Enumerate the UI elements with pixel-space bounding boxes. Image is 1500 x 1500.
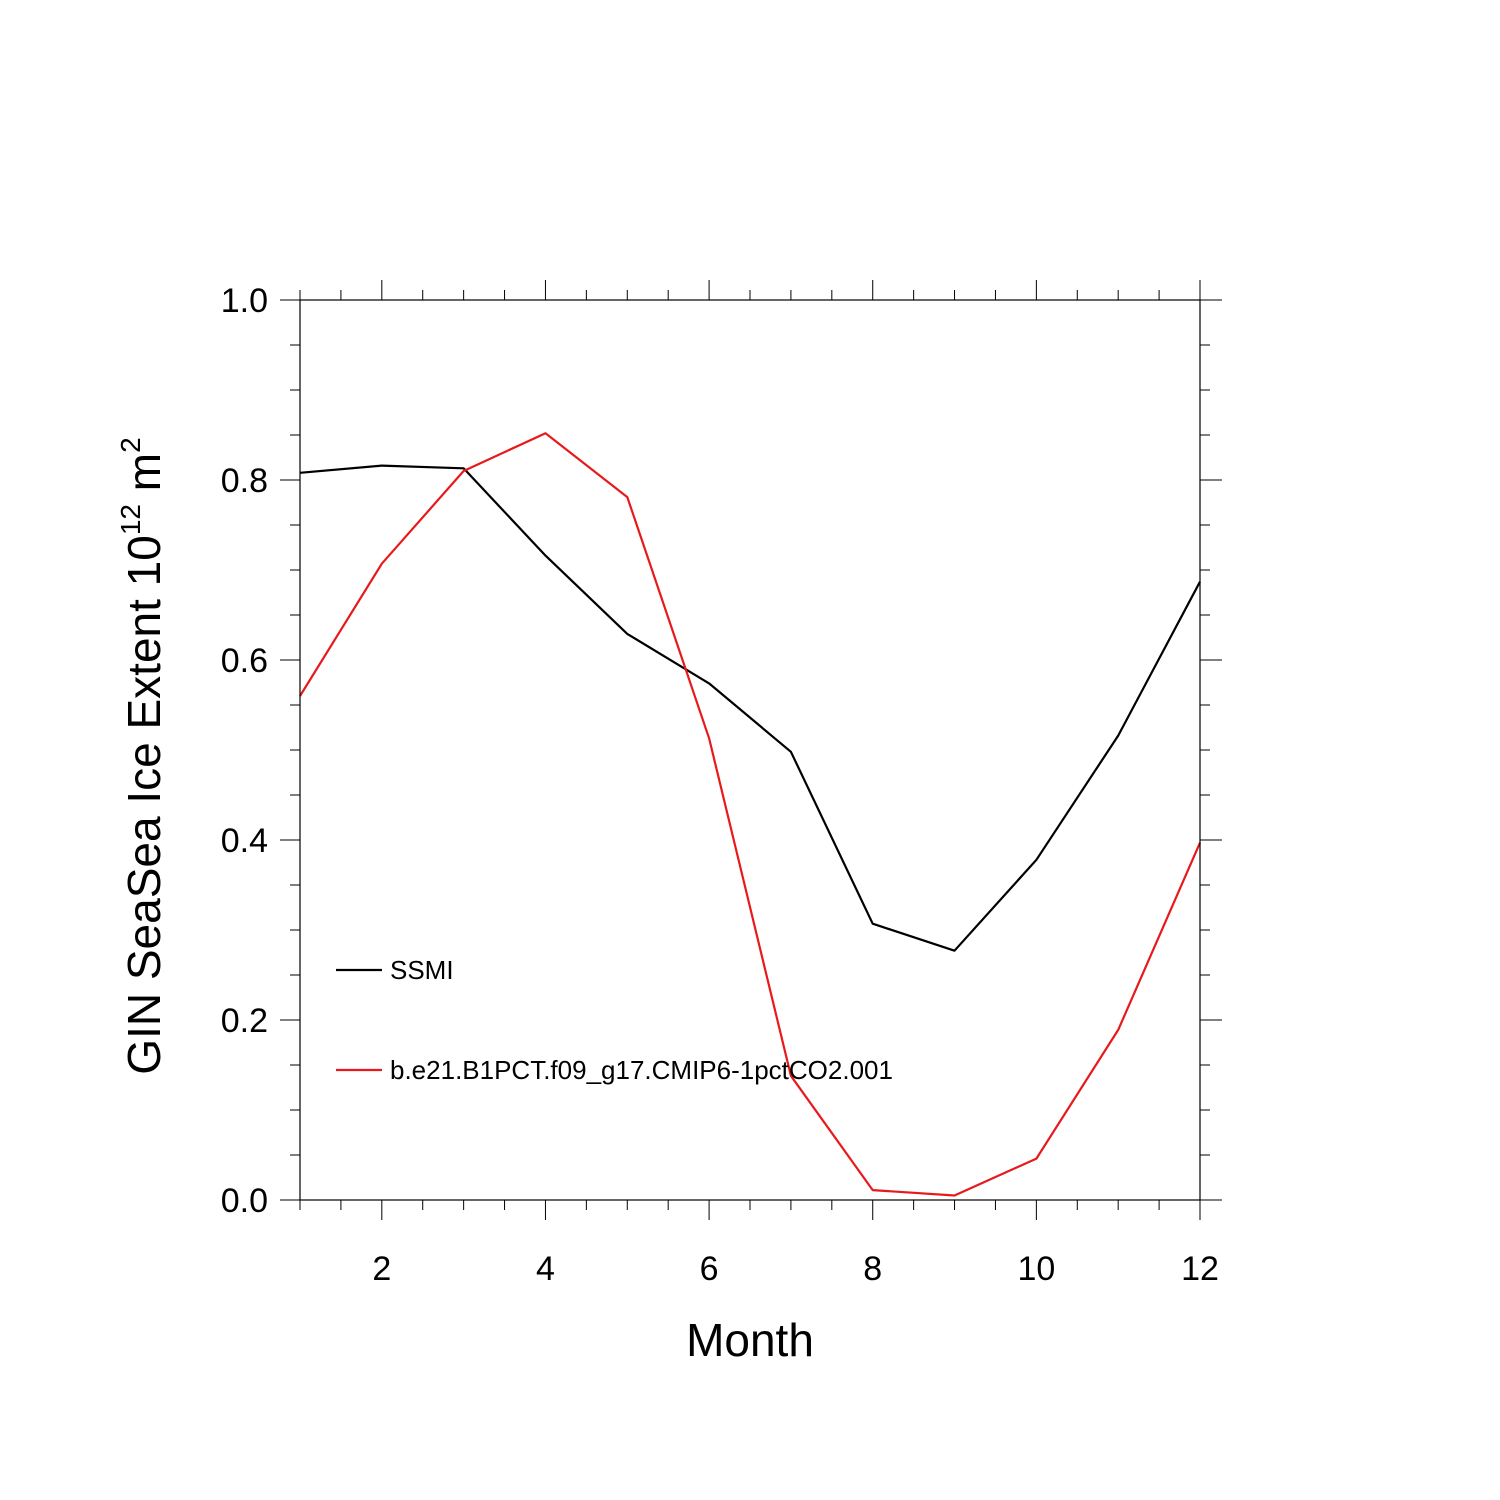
y-axis-title-unit-exponent: 2 <box>115 437 146 453</box>
y-axis-title-exponent: 12 <box>115 504 146 535</box>
series-lines <box>299 432 1202 1197</box>
y-axis-title: GIN SeaSea Ice Extent 1012 m2 <box>115 437 170 1074</box>
y-tick-label: 0.0 <box>221 1182 268 1220</box>
y-tick-label: 0.8 <box>221 462 268 500</box>
series-line-ssmi <box>299 464 1201 952</box>
x-tick-label: 10 <box>1017 1250 1055 1288</box>
y-tick-label: 0.6 <box>221 642 268 680</box>
y-tick-label: 1.0 <box>221 282 268 320</box>
legend-label: b.e21.B1PCT.f09_g17.CMIP6-1pctCO2.001 <box>390 1055 893 1085</box>
axis-ticks <box>280 280 1222 1220</box>
legend-label: SSMI <box>390 955 454 985</box>
y-axis-title-main: GIN SeaSea Ice Extent 10 <box>118 535 170 1075</box>
y-tick-label: 0.2 <box>221 1002 268 1040</box>
x-tick-label: 8 <box>863 1250 882 1288</box>
y-axis-title-spacer <box>118 491 170 504</box>
legend: SSMI b.e21.B1PCT.f09_g17.CMIP6-1pctCO2.00… <box>336 955 893 1085</box>
y-axis-title-unit: m <box>118 453 170 491</box>
plot-frame <box>299 299 1201 1201</box>
x-tick-label: 6 <box>700 1250 719 1288</box>
x-tick-label: 2 <box>372 1250 391 1288</box>
tick-labels: 2 4 6 8 10 12 0.0 0.2 0.4 0.6 0.8 1.0 <box>221 282 1219 1288</box>
x-tick-label: 4 <box>536 1250 555 1288</box>
series-line-model <box>299 432 1202 1197</box>
x-tick-label: 12 <box>1181 1250 1219 1288</box>
x-axis-title: Month <box>686 1314 814 1366</box>
y-tick-label: 0.4 <box>221 822 268 860</box>
